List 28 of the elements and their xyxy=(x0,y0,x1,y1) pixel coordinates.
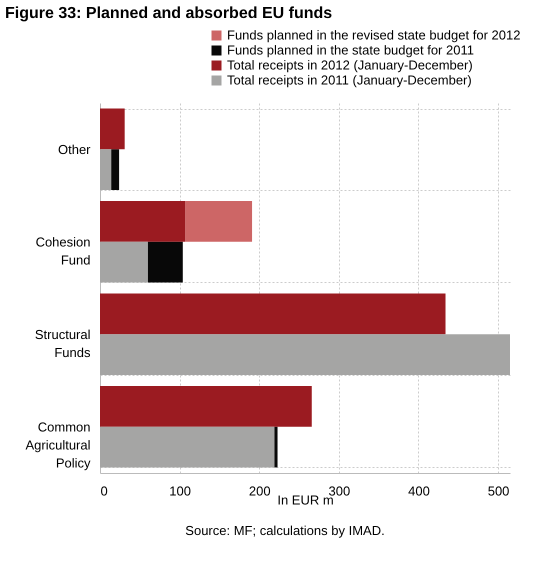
x-tick-label: 200 xyxy=(248,484,271,498)
x-tick-label: 400 xyxy=(408,484,430,498)
legend-label: Funds planned in the revised state budget for 2012 xyxy=(227,28,520,42)
legend-label: Funds planned in the state budget for 2011 xyxy=(227,42,474,58)
source-note: Source: MF; calculations by IMAD. xyxy=(185,523,385,538)
chart-title: Figure 33: Planned and absorbed EU funds xyxy=(5,5,332,22)
bar xyxy=(100,426,274,468)
bar xyxy=(148,242,183,282)
y-tick-label: Structural Funds xyxy=(34,326,91,360)
x-tick-label: 0 xyxy=(100,484,108,498)
bar xyxy=(100,334,510,375)
bar xyxy=(100,294,446,334)
bar xyxy=(274,426,278,468)
legend-label: Total receipts in 2012 (January-December) xyxy=(227,58,473,72)
bar xyxy=(100,242,148,282)
bar xyxy=(185,201,252,242)
bar xyxy=(100,108,125,150)
y-tick-label: Other xyxy=(58,142,92,157)
y-tick-label: Common Agricultural Policy xyxy=(25,419,91,470)
bar xyxy=(100,201,186,242)
bar xyxy=(100,386,312,427)
x-tick-label: 500 xyxy=(488,484,510,498)
legend-label: Total receipts in 2011 (January-December) xyxy=(227,72,472,88)
y-tick-label: Cohesion Fund xyxy=(36,234,90,268)
bar xyxy=(100,149,112,190)
bar xyxy=(111,149,120,190)
x-tick-label: 300 xyxy=(328,484,350,498)
x-tick-label: 100 xyxy=(169,484,191,498)
